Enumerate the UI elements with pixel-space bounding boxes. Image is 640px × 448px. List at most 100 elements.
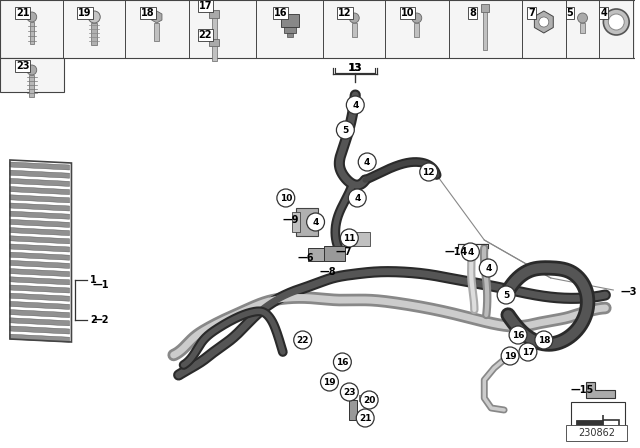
Bar — [287, 33, 292, 37]
Bar — [481, 4, 489, 12]
Bar — [575, 420, 604, 428]
Text: —8: —8 — [319, 267, 336, 277]
Circle shape — [577, 13, 588, 23]
Polygon shape — [10, 162, 70, 170]
Polygon shape — [10, 285, 70, 293]
Text: 22: 22 — [296, 336, 309, 345]
Polygon shape — [534, 11, 553, 33]
Circle shape — [27, 65, 36, 75]
Text: —3: —3 — [620, 287, 637, 297]
Circle shape — [501, 347, 519, 365]
Polygon shape — [10, 170, 70, 178]
Polygon shape — [10, 326, 70, 334]
Text: 12: 12 — [339, 8, 352, 18]
Circle shape — [337, 121, 355, 139]
Polygon shape — [10, 195, 70, 203]
Text: 2: 2 — [90, 315, 97, 325]
Bar — [212, 18, 217, 40]
Polygon shape — [10, 310, 70, 318]
Text: 22: 22 — [198, 30, 212, 40]
Bar — [209, 10, 220, 18]
Text: 12: 12 — [422, 168, 435, 177]
Text: 4: 4 — [312, 217, 319, 227]
Text: 4: 4 — [485, 263, 492, 272]
Circle shape — [604, 9, 629, 35]
Circle shape — [358, 153, 376, 171]
Bar — [212, 46, 217, 61]
Text: 4: 4 — [467, 247, 474, 257]
Circle shape — [339, 358, 346, 366]
Circle shape — [461, 243, 479, 261]
Text: 230862: 230862 — [578, 428, 615, 438]
Text: —2: —2 — [92, 315, 109, 325]
Circle shape — [412, 13, 422, 23]
Bar — [359, 395, 377, 401]
Text: 4: 4 — [364, 158, 371, 167]
Bar — [580, 23, 585, 33]
Polygon shape — [10, 187, 70, 194]
Circle shape — [294, 331, 312, 349]
Text: —7: —7 — [335, 247, 352, 257]
Text: —1: —1 — [92, 280, 109, 290]
Polygon shape — [152, 11, 162, 23]
Bar — [30, 22, 34, 44]
Bar — [29, 75, 34, 97]
Text: 10: 10 — [280, 194, 292, 202]
Bar — [92, 23, 97, 45]
Bar — [284, 27, 296, 33]
Polygon shape — [10, 203, 70, 211]
Circle shape — [348, 189, 366, 207]
Circle shape — [333, 353, 351, 371]
Text: 10: 10 — [401, 8, 415, 18]
Polygon shape — [10, 293, 70, 301]
Bar — [566, 425, 627, 441]
Text: 23: 23 — [16, 61, 29, 71]
Polygon shape — [10, 269, 70, 276]
Circle shape — [519, 343, 537, 361]
Text: —14: —14 — [445, 247, 468, 257]
Bar — [323, 246, 346, 261]
Circle shape — [420, 163, 438, 181]
Text: 1: 1 — [90, 275, 97, 285]
Text: 5: 5 — [342, 125, 348, 134]
Circle shape — [349, 13, 359, 23]
Bar — [352, 23, 356, 37]
Polygon shape — [10, 260, 70, 268]
Circle shape — [335, 354, 350, 370]
Text: 21: 21 — [16, 8, 29, 18]
Polygon shape — [10, 228, 70, 236]
Text: 4: 4 — [354, 194, 360, 202]
Circle shape — [360, 391, 378, 409]
Circle shape — [340, 383, 358, 401]
Text: 5: 5 — [566, 8, 573, 18]
Text: 7: 7 — [528, 8, 534, 18]
Circle shape — [321, 373, 339, 391]
Text: 21: 21 — [359, 414, 371, 422]
Circle shape — [479, 259, 497, 277]
Circle shape — [27, 12, 36, 22]
Bar — [0, 0, 635, 58]
Polygon shape — [10, 277, 70, 285]
Text: 18: 18 — [141, 8, 154, 18]
Polygon shape — [10, 220, 70, 228]
Bar — [414, 23, 419, 37]
Bar — [296, 208, 317, 236]
Circle shape — [356, 409, 374, 427]
Text: 4: 4 — [352, 100, 358, 109]
Circle shape — [509, 326, 527, 344]
Circle shape — [346, 96, 364, 114]
Circle shape — [497, 286, 515, 304]
Circle shape — [340, 229, 358, 247]
Bar — [0, 58, 63, 92]
Text: —15: —15 — [571, 385, 594, 395]
Text: 19: 19 — [323, 378, 336, 387]
Circle shape — [609, 14, 624, 30]
Polygon shape — [10, 211, 70, 219]
Text: 17: 17 — [198, 1, 212, 11]
Polygon shape — [10, 244, 70, 252]
Text: 17: 17 — [522, 348, 534, 357]
Polygon shape — [10, 236, 70, 244]
Bar — [483, 12, 487, 50]
Bar — [281, 14, 299, 27]
Polygon shape — [10, 318, 70, 326]
